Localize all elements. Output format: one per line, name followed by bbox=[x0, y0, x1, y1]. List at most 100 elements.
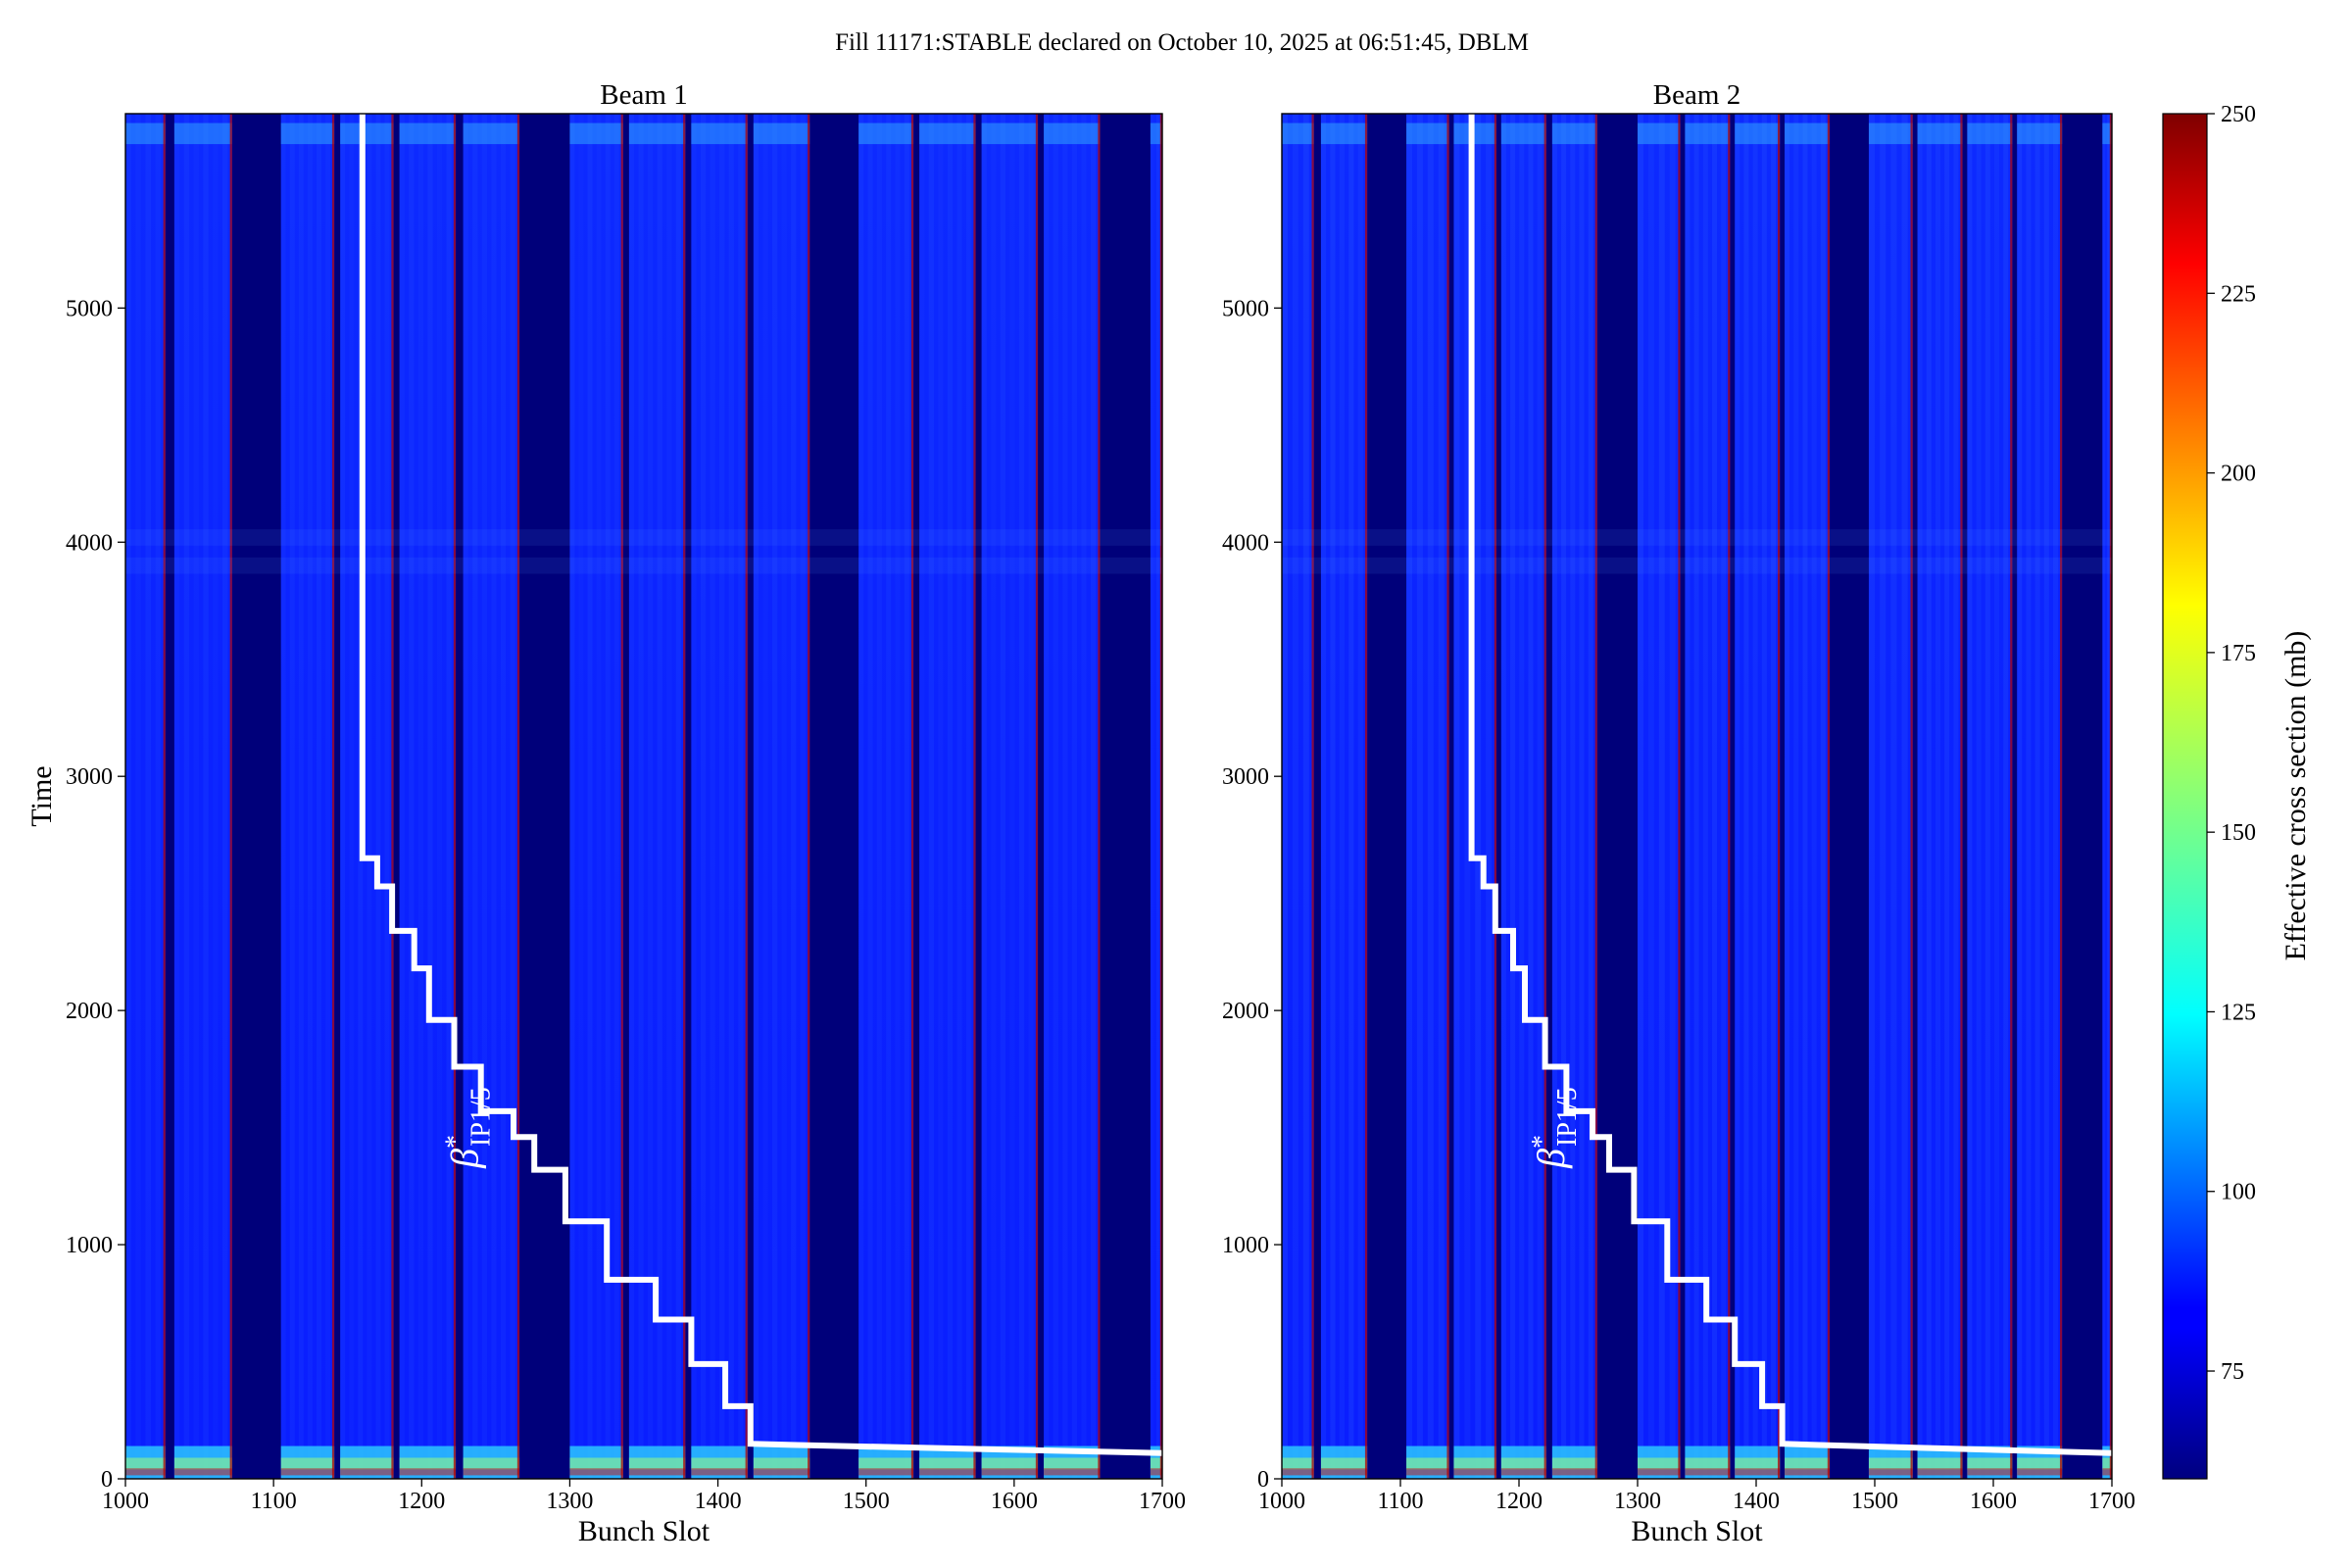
bunch-train-band bbox=[340, 114, 394, 1479]
band-top-stripe bbox=[1551, 122, 1597, 145]
band-edge bbox=[1910, 114, 1913, 1479]
bunch-train-band bbox=[1967, 114, 2013, 1479]
band-texture bbox=[1890, 114, 1897, 1479]
band-texture bbox=[1993, 114, 2000, 1479]
colorbar-tick-label: 150 bbox=[2221, 820, 2256, 846]
band-edge bbox=[1311, 114, 1314, 1479]
band-texture bbox=[367, 114, 372, 1479]
band-top-stripe bbox=[463, 122, 520, 145]
band-bottom-highlight bbox=[1868, 1457, 1913, 1470]
band-bottom-hot bbox=[628, 1468, 686, 1476]
bunch-train-band bbox=[691, 114, 748, 1479]
band-top-stripe bbox=[399, 122, 457, 145]
band-fill bbox=[1150, 114, 1162, 1479]
beta-star-step-line bbox=[1468, 114, 2112, 1456]
band-texture bbox=[446, 114, 452, 1479]
bunch-train-band bbox=[1868, 114, 1913, 1479]
band-texture bbox=[1330, 114, 1336, 1479]
band-texture bbox=[1438, 114, 1445, 1479]
x-axis-label: Bunch Slot bbox=[578, 1515, 710, 1547]
band-texture bbox=[436, 114, 443, 1479]
band-edge bbox=[808, 114, 810, 1479]
band-texture bbox=[1793, 114, 1799, 1479]
beam-1-panel: β*IP1/5 Beam 1 1000 1100 1200 1300 1400 1500 160… bbox=[25, 79, 1186, 1547]
band-bottom-highlight bbox=[1917, 1457, 1963, 1470]
bunch-train-band bbox=[125, 114, 166, 1479]
colorbar-tick-label: 75 bbox=[2221, 1359, 2244, 1385]
band-texture bbox=[1320, 114, 1327, 1479]
bunch-train-band bbox=[1044, 114, 1101, 1479]
bunch-train-band bbox=[1282, 114, 1314, 1479]
band-bottom-hot bbox=[280, 1468, 335, 1476]
bunch-train-band bbox=[1735, 114, 1781, 1479]
band-fill bbox=[1453, 114, 1497, 1479]
band-edge bbox=[1035, 114, 1039, 1479]
band-fill bbox=[1735, 114, 1781, 1479]
band-top-stripe bbox=[280, 122, 335, 145]
band-texture bbox=[1062, 114, 1068, 1479]
band-texture bbox=[1711, 114, 1718, 1479]
band-edge bbox=[1678, 114, 1681, 1479]
band-bottom-hot bbox=[1406, 1468, 1449, 1476]
band-bottom-highlight bbox=[1150, 1457, 1162, 1470]
y-tick-label: 0 bbox=[1257, 1467, 1269, 1493]
band-texture bbox=[1090, 114, 1097, 1479]
band-bottom-highlight bbox=[1735, 1457, 1781, 1470]
band-texture bbox=[145, 114, 152, 1479]
band-texture bbox=[1743, 114, 1749, 1479]
band-top-stripe bbox=[340, 122, 394, 145]
band-top-stripe bbox=[125, 122, 166, 145]
band-bottom-highlight bbox=[1785, 1457, 1831, 1470]
band-texture bbox=[1944, 114, 1950, 1479]
band-bottom-hot bbox=[2102, 1468, 2112, 1476]
band-texture bbox=[340, 114, 346, 1479]
band-edge bbox=[1594, 114, 1597, 1479]
bunch-train-band bbox=[919, 114, 976, 1479]
band-bottom-highlight bbox=[981, 1457, 1039, 1470]
band-texture bbox=[1570, 114, 1576, 1479]
band-bottom-hot bbox=[1320, 1468, 1368, 1476]
band-edge bbox=[745, 114, 748, 1479]
x-tick-label: 1000 bbox=[102, 1489, 149, 1514]
band-edge bbox=[516, 114, 520, 1479]
heatmap-field bbox=[125, 114, 1162, 1479]
band-fill bbox=[1500, 114, 1546, 1479]
band-texture bbox=[1339, 114, 1345, 1479]
band-top-stripe bbox=[2017, 122, 2063, 145]
band-edge bbox=[1728, 114, 1731, 1479]
bunch-train-band bbox=[1453, 114, 1497, 1479]
band-texture bbox=[1901, 114, 1908, 1479]
bunch-train-band bbox=[173, 114, 232, 1479]
y-tick-label: 2000 bbox=[1222, 999, 1269, 1024]
band-texture bbox=[1053, 114, 1058, 1479]
annotation-sup: * bbox=[441, 1135, 471, 1149]
colorbar-label: Effective cross section (mb) bbox=[2279, 631, 2312, 961]
band-fill bbox=[1967, 114, 2013, 1479]
band-texture bbox=[463, 114, 468, 1479]
band-top-stripe bbox=[919, 122, 976, 145]
bunch-train-band bbox=[399, 114, 457, 1479]
y-tick-label: 5000 bbox=[1222, 296, 1269, 321]
band-texture bbox=[1427, 114, 1434, 1479]
band-texture bbox=[648, 114, 654, 1479]
band-texture bbox=[1406, 114, 1413, 1479]
band-texture bbox=[691, 114, 697, 1479]
band-bottom-highlight bbox=[1282, 1457, 1314, 1470]
band-top-stripe bbox=[1638, 122, 1681, 145]
x-tick-label: 1600 bbox=[1970, 1489, 2017, 1514]
bunch-train-band bbox=[1320, 114, 1368, 1479]
band-texture bbox=[1785, 114, 1790, 1479]
band-texture bbox=[1735, 114, 1740, 1479]
band-fill bbox=[1685, 114, 1731, 1479]
beta-star-annotation: β*IP1/5 bbox=[441, 1087, 497, 1169]
band-bottom-highlight bbox=[2017, 1457, 2063, 1470]
band-texture bbox=[904, 114, 909, 1479]
band-texture bbox=[399, 114, 405, 1479]
bunch-train-band bbox=[1638, 114, 1681, 1479]
band-edge bbox=[973, 114, 976, 1479]
band-texture bbox=[587, 114, 593, 1479]
band-texture bbox=[1984, 114, 1990, 1479]
band-texture bbox=[2052, 114, 2059, 1479]
band-top-stripe bbox=[753, 122, 810, 145]
glow-row bbox=[125, 529, 1162, 546]
